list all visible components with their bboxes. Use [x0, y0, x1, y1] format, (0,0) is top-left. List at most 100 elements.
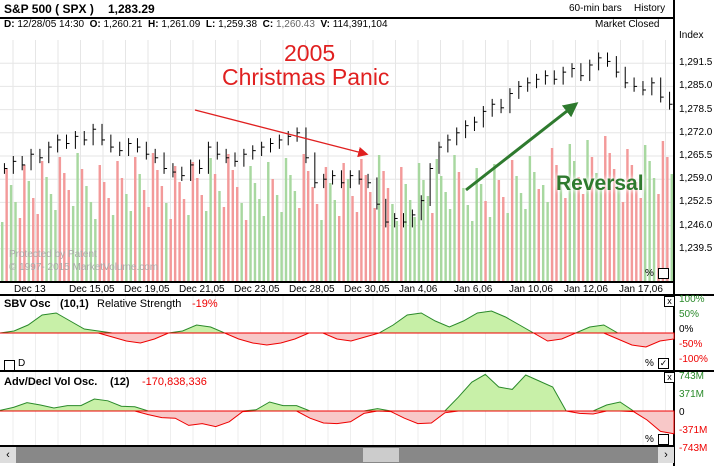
- sbv-title: SBV Osc: [4, 298, 51, 310]
- volume-bar: [5, 169, 8, 282]
- volume-bar: [519, 193, 523, 282]
- volume-bar: [94, 219, 97, 282]
- volume-bar: [218, 191, 221, 282]
- volume-bar: [187, 215, 190, 282]
- volume-bar: [573, 161, 576, 282]
- adv-decl-osc-tick-label: -371M: [679, 425, 708, 436]
- volume-bar: [599, 190, 603, 282]
- volume-bar: [289, 175, 292, 282]
- y-tick-label: 1,285.0: [679, 80, 713, 92]
- volume-bar: [80, 169, 84, 282]
- volume-bar: [502, 197, 505, 282]
- volume-bar: [431, 213, 434, 282]
- volume-bar: [329, 183, 332, 282]
- volume-bar: [528, 156, 532, 282]
- volume-bar: [138, 174, 141, 282]
- watermark-line2: © 1997- 2015 MarketVolume.com: [9, 262, 159, 273]
- volume-bar: [222, 207, 226, 282]
- volume-bar: [466, 205, 470, 282]
- volume-bar: [9, 185, 13, 282]
- volume-bar: [661, 141, 665, 282]
- volume-bar: [586, 140, 589, 282]
- volume-bar: [621, 202, 625, 282]
- volume-bar: [479, 184, 483, 282]
- volume-bar: [670, 174, 673, 282]
- volume-bar: [604, 136, 607, 282]
- adv-decl-osc-positive-area: [0, 373, 674, 412]
- volume-bar: [89, 202, 93, 282]
- volume-bar: [231, 170, 235, 282]
- volume-bar: [107, 198, 110, 282]
- volume-bar: [395, 221, 399, 282]
- x-tick-label: Jan 6,06: [454, 284, 493, 295]
- volume-bar: [102, 182, 106, 282]
- volume-bar: [546, 202, 549, 282]
- main-pct-checkbox[interactable]: [658, 268, 669, 279]
- volume-bar: [453, 155, 456, 282]
- volume-bar: [444, 192, 447, 282]
- adv-value: -170,838,336: [142, 376, 207, 388]
- volume-bar: [617, 186, 620, 282]
- adv-decl-osc-tick-label: -743M: [679, 443, 708, 454]
- volume-bar: [648, 161, 651, 282]
- volume-bar: [165, 203, 168, 282]
- x-tick-label: Dec 23,05: [234, 284, 280, 295]
- volume-bar: [533, 172, 536, 282]
- bar-interval[interactable]: 60-min bars: [569, 3, 622, 14]
- y-tick-label: 1,239.5: [679, 242, 713, 254]
- adv-close-button[interactable]: x: [664, 372, 675, 383]
- volume-bar: [462, 188, 465, 282]
- volume-bar: [14, 202, 17, 282]
- volume-bar: [253, 183, 257, 282]
- volume-bar: [45, 177, 48, 282]
- volume-bar: [156, 170, 159, 282]
- volume-bar: [471, 221, 474, 282]
- adv-decl-osc-negative-area: [0, 410, 675, 435]
- volume-bar: [408, 200, 412, 282]
- volume-bar: [67, 190, 70, 282]
- sbv-close-button[interactable]: x: [664, 296, 675, 307]
- axis-title: Index: [679, 30, 704, 41]
- volume-bar: [40, 161, 44, 282]
- sbv-pct-checkbox[interactable]: ✓: [658, 358, 669, 369]
- sbv-osc-tick-label: -100%: [679, 354, 708, 365]
- scroll-left-button[interactable]: ‹: [0, 447, 16, 463]
- volume-bar: [120, 178, 124, 282]
- volume-bar: [36, 214, 39, 282]
- horizontal-scrollbar[interactable]: ‹ ›: [0, 447, 674, 463]
- sbv-d-checkbox[interactable]: [4, 360, 15, 371]
- volume-bar: [298, 208, 301, 282]
- volume-bar: [227, 154, 230, 282]
- volume-bar: [320, 220, 323, 282]
- volume-bar: [515, 176, 518, 282]
- volume-bar: [626, 149, 629, 282]
- volume-bar: [612, 169, 616, 282]
- annotation-christmas-panic: Christmas Panic: [222, 64, 390, 90]
- adv-decl-osc-tick-label: 0: [679, 407, 685, 418]
- volume-bar: [493, 164, 496, 282]
- volume-bar: [422, 180, 425, 282]
- x-tick-label: Jan 17,06: [619, 284, 663, 295]
- volume-bar: [524, 209, 527, 282]
- last-price: 1,283.29: [108, 2, 155, 16]
- volume-bar: [590, 157, 594, 282]
- sbv-d-label: D: [18, 358, 26, 369]
- volume-bar: [32, 198, 35, 282]
- scrollbar-thumb[interactable]: [363, 448, 399, 462]
- sbv-osc-tick-label: 100%: [679, 294, 705, 305]
- volume-bar: [293, 191, 297, 282]
- volume-bar: [608, 153, 611, 282]
- volume-bar: [364, 175, 368, 282]
- volume-bar: [147, 207, 150, 282]
- history-link[interactable]: History: [634, 3, 666, 14]
- volume-bar: [275, 195, 279, 282]
- volume-bar: [559, 181, 563, 282]
- volume-bar: [351, 196, 354, 282]
- volume-bar: [630, 165, 634, 282]
- adv-pct-checkbox[interactable]: [658, 434, 669, 445]
- volume-bar: [134, 157, 137, 282]
- x-tick-label: Jan 10,06: [509, 284, 553, 295]
- scroll-right-button[interactable]: ›: [658, 447, 674, 463]
- volume-bar: [58, 157, 62, 282]
- volume-bar: [315, 204, 319, 282]
